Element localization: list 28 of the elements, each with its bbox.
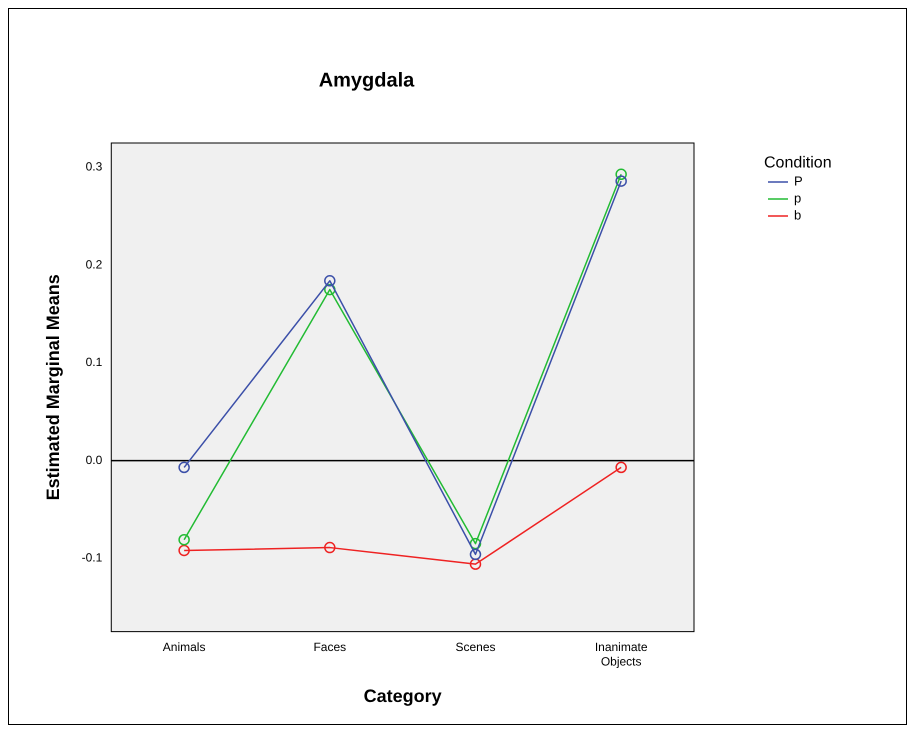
point (178, 544, 190, 556)
point (615, 168, 627, 180)
point (324, 275, 336, 287)
y-tick-label: 0.2 (86, 257, 103, 272)
x-axis-title: Category (364, 686, 442, 706)
chart-title: Amygdala (318, 70, 416, 92)
point (324, 284, 336, 296)
x-tick-label: Scenes (455, 640, 496, 654)
y-tick-label: 0.1 (86, 355, 103, 370)
point (178, 462, 190, 474)
point (615, 462, 627, 474)
point (470, 548, 482, 560)
x-tick-label: Animals (162, 640, 206, 654)
x-tick-label: Faces (313, 640, 346, 654)
x-tick-label: Inanimate Objects (594, 640, 648, 669)
legend-label: b (794, 208, 802, 223)
y-tick-label: -0.1 (82, 550, 103, 565)
point (615, 175, 627, 187)
y-tick-label: 0.3 (86, 160, 103, 174)
point (178, 534, 190, 546)
legend-label: p (794, 190, 802, 206)
legend-label: P (794, 174, 803, 189)
point (324, 542, 336, 554)
point (470, 538, 482, 550)
point (470, 558, 482, 570)
y-tick-label: 0.0 (86, 452, 103, 467)
legend-title: Condition (764, 154, 832, 172)
y-axis-title: Estimated Marginal Means (42, 274, 63, 500)
